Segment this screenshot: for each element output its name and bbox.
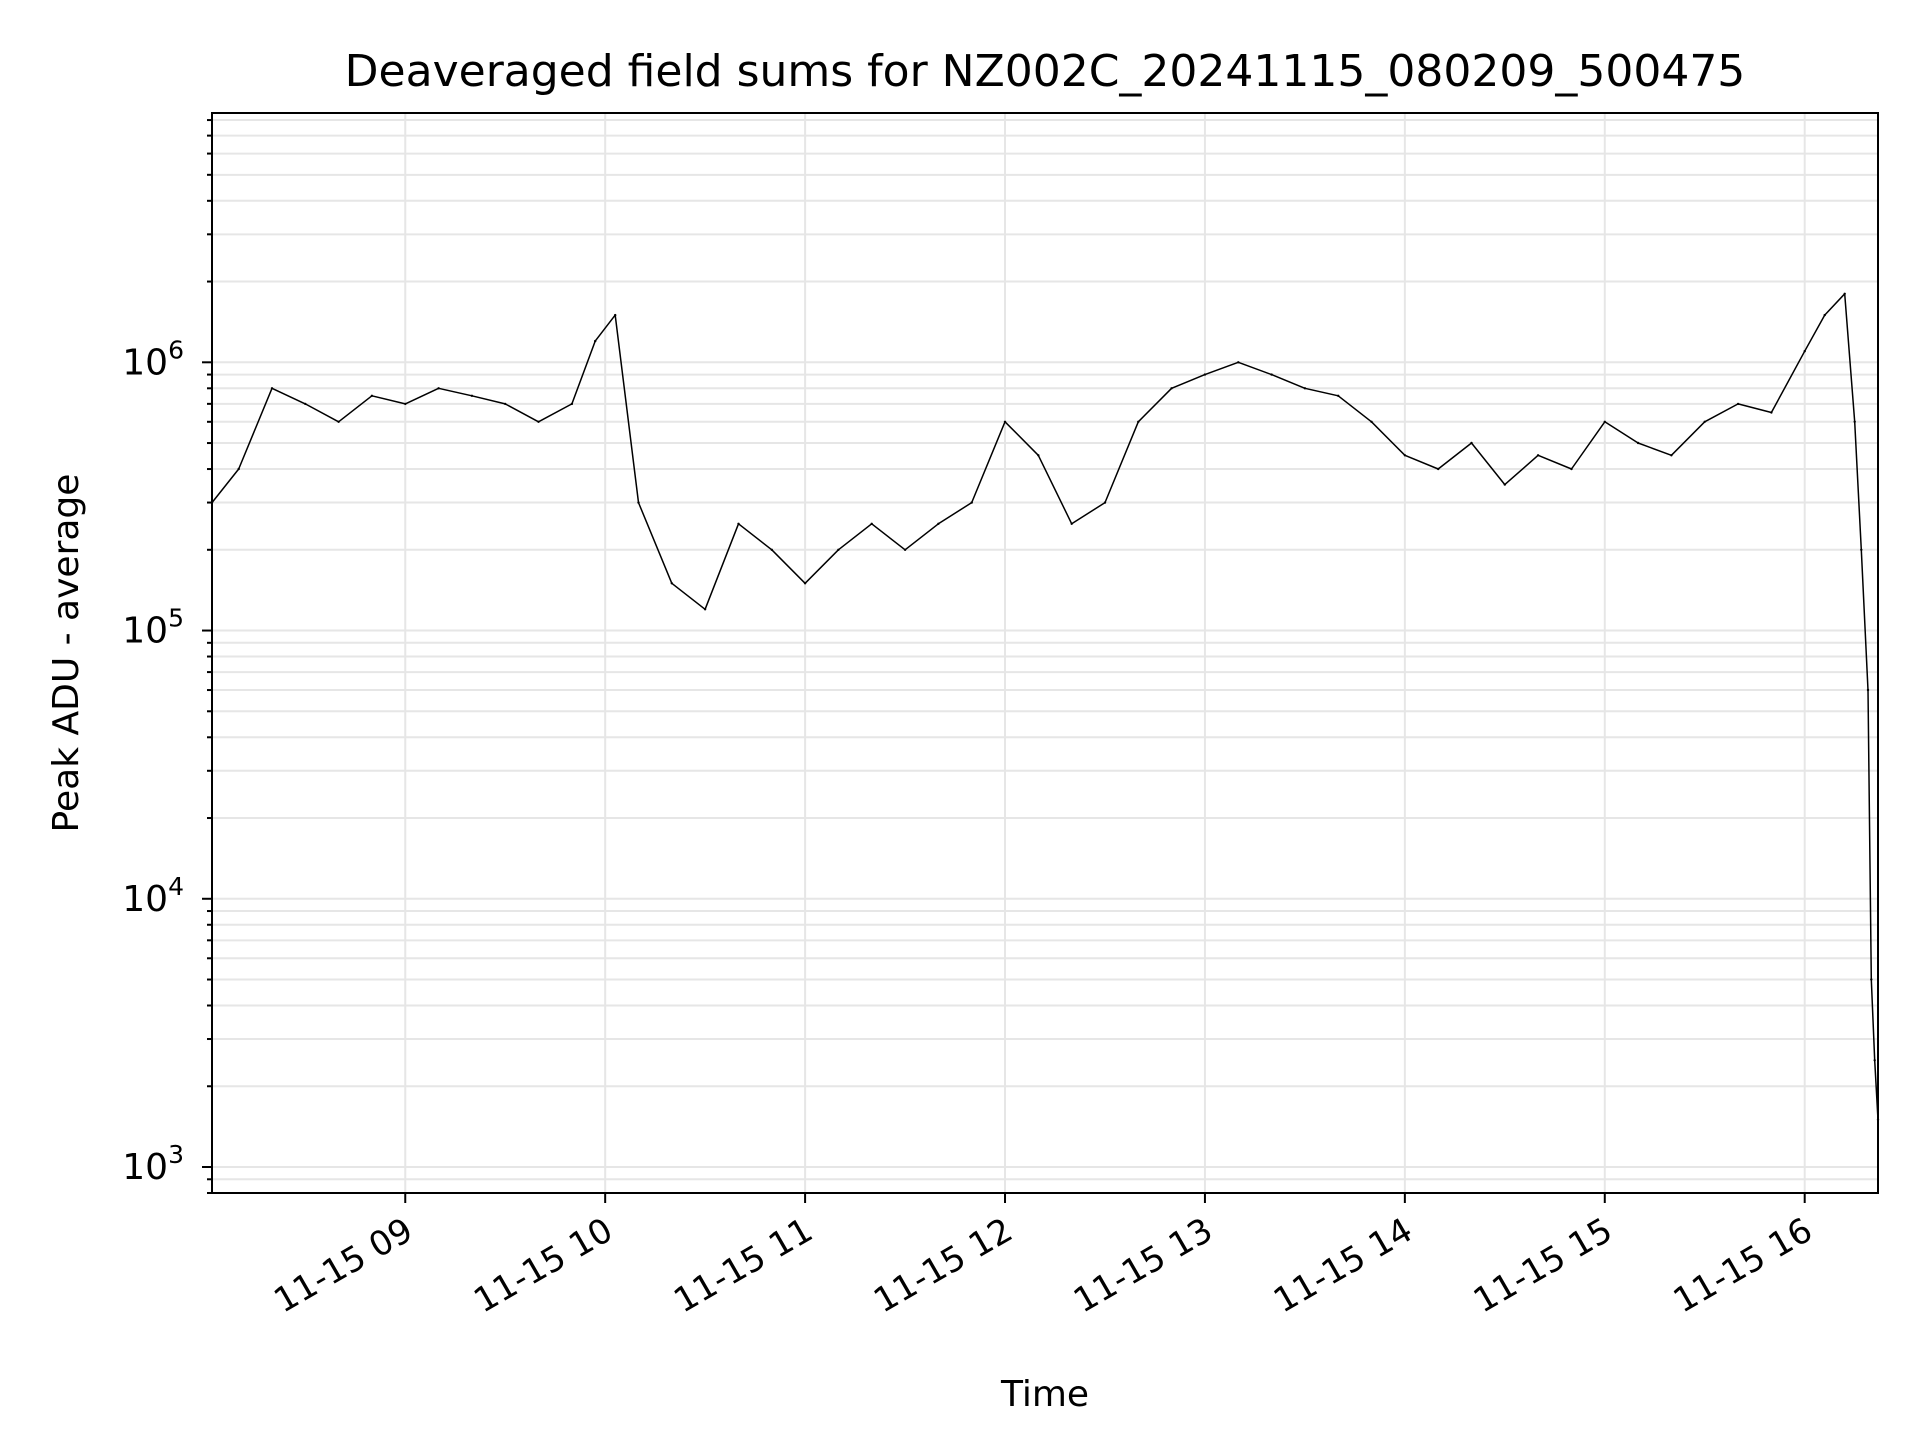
data-point <box>1853 420 1856 423</box>
line-layer <box>210 292 1880 1122</box>
data-point <box>670 582 673 585</box>
data-point <box>237 467 240 471</box>
data-point <box>1536 454 1540 457</box>
data-point <box>614 313 617 317</box>
data-point <box>1303 387 1307 390</box>
data-point <box>1866 688 1870 692</box>
data-point <box>1370 420 1373 423</box>
data-point <box>1103 501 1107 504</box>
data-point <box>404 402 407 406</box>
data-point <box>1137 420 1140 423</box>
data-point <box>304 402 307 406</box>
data-point <box>870 522 873 525</box>
data-point <box>903 548 907 551</box>
data-point <box>637 501 640 504</box>
y-tick-exponent: 3 <box>168 1140 184 1169</box>
y-tick-exponent: 6 <box>168 335 184 364</box>
data-point <box>270 387 274 390</box>
data-point <box>437 387 440 390</box>
data-point <box>1037 454 1040 457</box>
data-point <box>1403 454 1407 457</box>
x-tick-label: 11-15 09 <box>267 1210 419 1321</box>
x-axis-label: Time <box>1000 1374 1089 1415</box>
x-tick-label: 11-15 12 <box>867 1210 1019 1321</box>
x-tick-label: 11-15 11 <box>667 1210 819 1321</box>
data-point <box>703 608 707 611</box>
y-tick-base: 10 <box>122 1147 168 1188</box>
data-point <box>1843 292 1846 295</box>
data-point <box>1437 467 1440 471</box>
data-point <box>1870 978 1873 981</box>
y-tick-label: 105 <box>122 604 184 652</box>
x-tick-label: 11-15 13 <box>1067 1210 1219 1321</box>
data-point <box>1570 467 1573 471</box>
y-tick-label: 104 <box>122 872 184 920</box>
data-point <box>337 420 340 423</box>
data-point <box>1860 548 1863 551</box>
data-point <box>937 522 940 525</box>
data-point <box>594 339 597 343</box>
grid-layer <box>212 113 1878 1194</box>
y-tick-base: 10 <box>122 879 168 920</box>
data-point <box>1703 420 1706 423</box>
x-tick-label: 11-15 10 <box>467 1210 619 1321</box>
data-point <box>470 394 474 397</box>
data-point <box>1170 387 1173 390</box>
data-point <box>1270 373 1273 376</box>
data-point <box>1603 420 1607 423</box>
y-tick-exponent: 4 <box>168 872 184 901</box>
series-line <box>211 293 1879 1120</box>
data-point <box>1503 483 1507 486</box>
data-point <box>1636 441 1640 445</box>
data-point <box>370 394 374 397</box>
data-point <box>1736 402 1740 406</box>
y-tick-label: 103 <box>122 1140 184 1188</box>
data-point <box>1770 411 1773 414</box>
data-point <box>504 402 507 406</box>
data-point <box>803 582 807 585</box>
data-point <box>970 501 973 504</box>
y-tick-exponent: 5 <box>168 604 184 633</box>
data-point <box>1337 394 1340 397</box>
data-point <box>1003 420 1007 423</box>
y-tick-label: 106 <box>122 335 184 383</box>
x-tick-label: 11-15 16 <box>1667 1210 1819 1321</box>
y-tick-base: 10 <box>122 342 168 383</box>
y-axis-label: Peak ADU - average <box>46 474 87 833</box>
plot-area-frame <box>211 112 1879 1194</box>
data-point <box>1237 361 1240 364</box>
x-tick-label: 11-15 14 <box>1267 1210 1419 1321</box>
data-point <box>1470 441 1473 445</box>
data-point <box>1823 313 1826 317</box>
tick-layer: 11-15 09 11-15 10 11-15 11 11-15 12 11-15 13… <box>122 119 1819 1321</box>
data-point <box>1070 522 1073 525</box>
data-point <box>537 420 540 423</box>
data-point <box>1670 454 1673 457</box>
x-tick-label: 11-15 15 <box>1467 1210 1619 1321</box>
y-tick-base: 10 <box>122 611 168 652</box>
data-point <box>737 522 740 525</box>
data-point <box>1873 1059 1876 1062</box>
data-point <box>1803 350 1806 353</box>
data-point <box>770 548 773 551</box>
chart-title: Deaveraged field sums for NZ002C_2024111… <box>345 46 1746 97</box>
data-point <box>570 402 574 406</box>
data-point <box>837 548 840 551</box>
data-point <box>1203 373 1207 376</box>
